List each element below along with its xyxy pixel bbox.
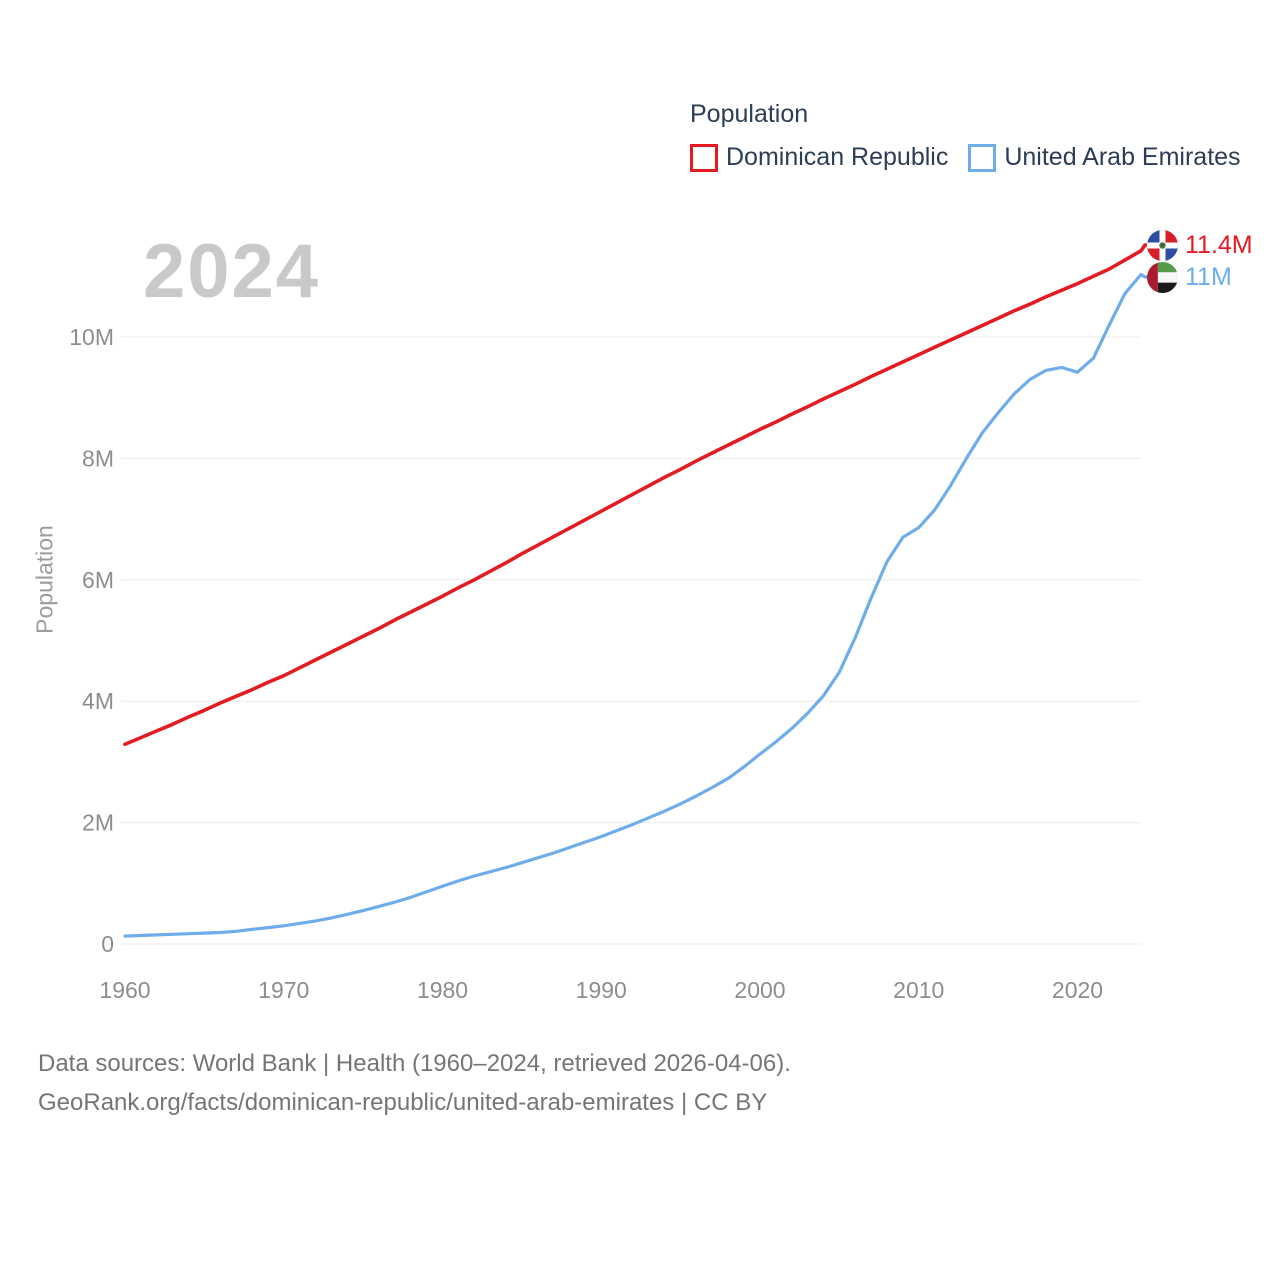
x-tick-label: 2000 bbox=[734, 977, 785, 1003]
footer-attribution-link[interactable]: GeoRank.org/facts/dominican-republic/uni… bbox=[38, 1089, 768, 1116]
end-label-united-arab-emirates: 11M bbox=[1147, 262, 1232, 293]
legend-label: Dominican Republic bbox=[726, 143, 949, 171]
y-tick-label: 6M bbox=[82, 567, 114, 593]
x-tick-label: 1960 bbox=[99, 977, 150, 1003]
footer: Data sources: World Bank | Health (1960–… bbox=[38, 1044, 791, 1122]
legend-item-dominican-republic[interactable]: Dominican Republic bbox=[690, 143, 948, 172]
x-tick-label: 2010 bbox=[893, 977, 944, 1003]
x-tick-label: 2020 bbox=[1052, 977, 1103, 1003]
x-tick-label: 1980 bbox=[417, 977, 468, 1003]
footer-data-sources: Data sources: World Bank | Health (1960–… bbox=[38, 1050, 791, 1077]
united-arab-emirates-flag-icon bbox=[1147, 262, 1178, 293]
end-value: 11.4M bbox=[1185, 231, 1253, 259]
end-label-dominican-republic: 11.4M bbox=[1147, 230, 1253, 261]
legend-swatch-red-icon bbox=[690, 143, 718, 172]
series-line-dominican-republic[interactable] bbox=[123, 243, 1151, 747]
x-tick-label: 1970 bbox=[258, 977, 309, 1003]
x-tick-label: 1990 bbox=[576, 977, 627, 1003]
legend-label: United Arab Emirates bbox=[1004, 143, 1241, 171]
watermark-year: 2024 bbox=[143, 229, 321, 314]
y-tick-label: 10M bbox=[69, 324, 114, 350]
legend-row: Dominican Republic United Arab Emirates bbox=[690, 143, 1261, 172]
y-tick-label: 4M bbox=[82, 688, 114, 714]
legend: Population Dominican Republic United Ara… bbox=[690, 100, 1261, 172]
series-line-united-arab-emirates[interactable] bbox=[123, 272, 1151, 938]
legend-swatch-blue-icon bbox=[968, 143, 997, 172]
legend-item-united-arab-emirates[interactable]: United Arab Emirates bbox=[968, 143, 1241, 172]
y-tick-label: 2M bbox=[82, 810, 114, 836]
legend-title: Population bbox=[690, 100, 809, 128]
end-value: 11M bbox=[1185, 263, 1232, 291]
y-axis-title: Population bbox=[31, 525, 58, 634]
dominican-republic-flag-icon bbox=[1147, 230, 1178, 261]
y-tick-label: 0 bbox=[101, 931, 114, 957]
y-tick-label: 8M bbox=[82, 445, 114, 471]
